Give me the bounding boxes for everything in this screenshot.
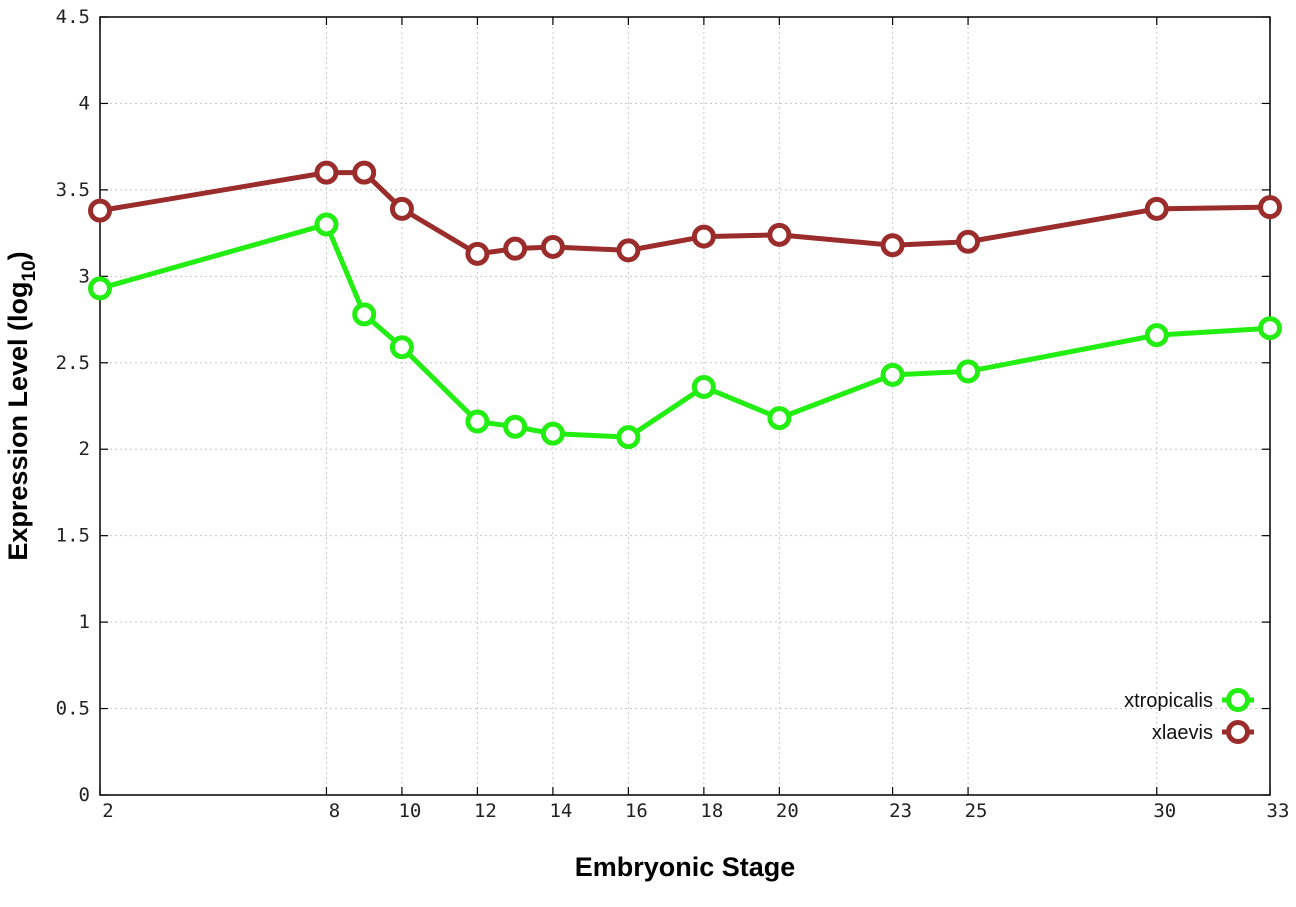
y-axis-title-main: Expression Level (log	[3, 282, 33, 561]
y-axis-title-subscript: 10	[19, 260, 40, 281]
y-axis-title-close: )	[3, 251, 33, 260]
data-point-xlaevis	[880, 233, 905, 258]
data-point-xtropicalis	[389, 335, 414, 360]
y-tick-label: 3	[79, 265, 90, 287]
data-point-xtropicalis	[465, 409, 490, 434]
data-point-xtropicalis	[956, 359, 981, 384]
x-tick-label: 2	[102, 800, 113, 822]
data-point-xtropicalis	[314, 212, 339, 237]
x-axis-title: Embryonic Stage	[575, 852, 796, 882]
y-tick-label: 0	[79, 784, 90, 806]
data-point-xlaevis	[767, 222, 792, 247]
series-line-xlaevis	[99, 170, 1271, 257]
data-point-xlaevis	[352, 160, 377, 185]
legend-label: xlaevis	[1152, 722, 1213, 744]
legend-marker-swatch	[1226, 688, 1250, 712]
data-point-xtropicalis	[88, 276, 112, 301]
y-tick-label: 4	[79, 92, 90, 114]
axis-ticks: 0 0.5 1 1.5 2 2.5 3 3.5 4 4.5 2 8 10 12 14 16 18 20 23 25 30…	[56, 6, 1290, 822]
data-point-xlaevis	[1144, 196, 1169, 221]
legend-entry-xlaevis: xlaevis	[1152, 720, 1254, 744]
data-point-xlaevis	[389, 196, 414, 221]
data-point-xtropicalis	[691, 374, 716, 399]
y-tick-label: 0.5	[56, 698, 90, 720]
data-point-xtropicalis	[767, 406, 792, 431]
x-tick-label: 10	[398, 800, 421, 822]
y-tick-label: 3.5	[56, 179, 90, 201]
data-point-xlaevis	[88, 198, 112, 223]
y-tick-label: 1	[79, 611, 90, 633]
x-tick-label: 33	[1267, 800, 1290, 822]
legend-entry-xtropicalis: xtropicalis	[1124, 688, 1254, 712]
x-tick-label: 20	[776, 800, 799, 822]
x-tick-label: 25	[965, 800, 988, 822]
data-point-xtropicalis	[540, 421, 565, 446]
data-point-xlaevis	[540, 234, 565, 259]
x-tick-label: 14	[549, 800, 572, 822]
grid-lines	[100, 17, 1270, 795]
data-point-xtropicalis	[503, 414, 528, 439]
x-tick-label: 23	[889, 800, 912, 822]
plot-frame	[99, 16, 1271, 796]
x-tick-label: 12	[474, 800, 497, 822]
legend-label: xtropicalis	[1124, 690, 1213, 712]
data-point-xtropicalis	[352, 302, 377, 327]
y-tick-label: 2	[79, 438, 90, 460]
series-line-xtropicalis	[99, 221, 1271, 440]
series-layer	[88, 160, 1282, 450]
data-point-xtropicalis	[880, 362, 905, 387]
x-tick-label: 18	[700, 800, 723, 822]
y-tick-label: 1.5	[56, 525, 90, 547]
x-tick-label: 30	[1153, 800, 1176, 822]
data-point-xtropicalis	[1144, 323, 1169, 348]
legend-marker-swatch	[1226, 720, 1250, 744]
y-axis-title: Expression Level (log10)	[3, 251, 40, 560]
data-point-xlaevis	[1258, 195, 1282, 220]
y-tick-label: 4.5	[56, 6, 90, 28]
data-point-xlaevis	[616, 238, 641, 263]
data-point-xlaevis	[503, 236, 528, 261]
y-tick-label: 2.5	[56, 352, 90, 374]
legend: xtropicalis xlaevis	[1124, 688, 1254, 744]
x-tick-label: 16	[625, 800, 648, 822]
data-point-xtropicalis	[1258, 316, 1282, 341]
data-point-xtropicalis	[616, 425, 641, 450]
series-xlaevis	[88, 160, 1282, 266]
data-point-xlaevis	[314, 160, 339, 185]
x-tick-label: 8	[329, 800, 340, 822]
data-point-xlaevis	[956, 229, 981, 254]
data-point-xlaevis	[691, 224, 716, 249]
series-xtropicalis	[88, 212, 1282, 450]
data-point-xlaevis	[465, 241, 490, 266]
